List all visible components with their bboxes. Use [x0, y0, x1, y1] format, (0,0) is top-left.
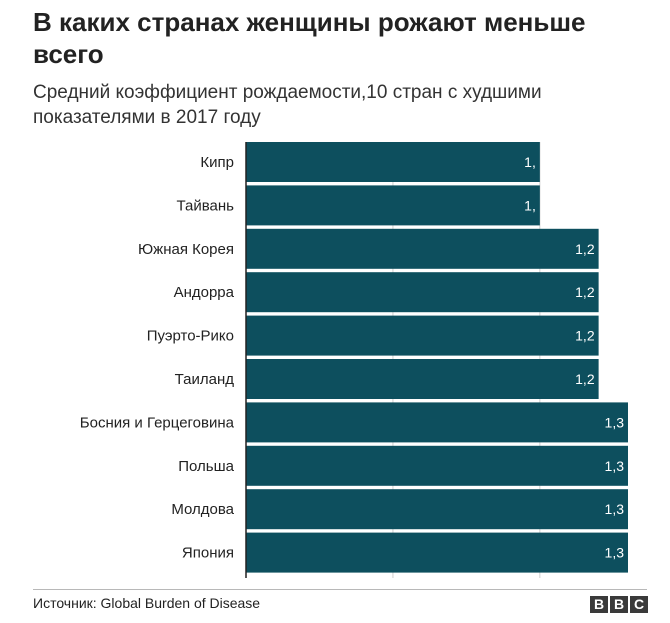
bbc-logo: B B C [590, 596, 648, 613]
bar [246, 532, 628, 573]
category-label: Босния и Герцеговина [80, 414, 235, 431]
category-label: Япония [182, 545, 234, 562]
category-label: Кипр [200, 154, 234, 171]
data-label: 1,3 [605, 414, 625, 430]
bar [246, 272, 599, 313]
category-label: Тайвань [177, 197, 235, 214]
chart-title: В каких странах женщины рожают меньше вс… [33, 7, 586, 69]
data-label: 1,3 [605, 545, 625, 561]
data-label: 1, [524, 197, 536, 213]
data-label: 1,3 [605, 458, 625, 474]
category-label: Таиланд [175, 371, 235, 388]
bar [246, 315, 599, 356]
data-label: 1,2 [575, 371, 595, 387]
category-label: Южная Корея [138, 241, 234, 258]
data-label: 1,2 [575, 284, 595, 300]
category-label: Пуэрто-Рико [147, 328, 234, 345]
data-label: 1,3 [605, 501, 625, 517]
bar [246, 359, 599, 399]
bar [246, 489, 628, 530]
bar [246, 402, 628, 443]
bbc-logo-letter: B [610, 596, 628, 613]
chart-subtitle: Средний коэффициент рождаемости,10 стран… [33, 82, 542, 128]
bar [246, 142, 540, 182]
bbc-logo-letter: B [590, 596, 608, 613]
source-note: Источник: Global Burden of Disease [33, 595, 261, 611]
data-label: 1, [524, 154, 536, 170]
category-label: Молдова [171, 501, 234, 518]
bar [246, 185, 540, 226]
category-label: Польша [178, 458, 234, 475]
bbc-logo-letter: C [630, 596, 648, 613]
category-label: Андорра [174, 284, 235, 301]
data-label: 1,2 [575, 328, 595, 344]
bar [246, 445, 628, 486]
data-label: 1,2 [575, 241, 595, 257]
bar [246, 228, 599, 269]
footer-divider [33, 589, 647, 590]
